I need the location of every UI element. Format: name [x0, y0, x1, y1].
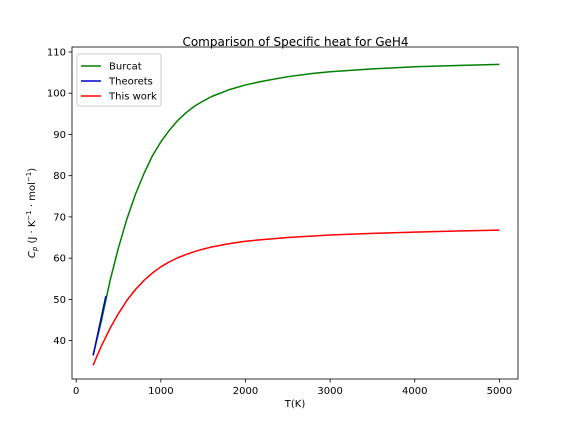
series-line-burcat [92, 63, 500, 356]
y-tick-label-3: 70 [53, 212, 66, 223]
plot-frame [71, 46, 519, 380]
x-tick-label-1: 1000 [148, 386, 173, 397]
legend-label-0: Burcat [109, 62, 142, 73]
legend: Burcat Theorets This work [76, 53, 162, 107]
y-tick-label-2: 60 [53, 254, 66, 265]
chart-title: Comparison of Specific heat for GeH4 [182, 35, 408, 49]
y-tick-label-4: 80 [53, 171, 66, 182]
x-tick-label-0: 0 [73, 386, 79, 397]
y-axis-ticks: 40 50 60 70 80 90 100 110 [47, 47, 72, 347]
series-line-theorets [92, 295, 107, 356]
y-axis-label: Cp (J · K−1 · mol−1) [25, 168, 39, 258]
series-line-this-work [92, 229, 500, 366]
x-axis-ticks: 0 1000 2000 3000 4000 5000 [73, 379, 512, 397]
x-tick-label-5: 5000 [487, 386, 512, 397]
x-tick-label-4: 4000 [402, 386, 427, 397]
legend-box [76, 53, 162, 107]
y-tick-label-0: 40 [53, 336, 66, 347]
y-tick-label-5: 90 [53, 130, 66, 141]
series-group [92, 63, 500, 366]
legend-label-1: Theorets [108, 77, 153, 88]
legend-label-2: This work [108, 92, 157, 103]
x-axis-label: T(K) [284, 399, 306, 410]
x-tick-label-3: 3000 [317, 386, 342, 397]
y-tick-label-7: 110 [47, 47, 66, 58]
y-tick-label-6: 100 [47, 89, 66, 100]
x-tick-label-2: 2000 [233, 386, 258, 397]
y-tick-label-1: 50 [53, 295, 66, 306]
